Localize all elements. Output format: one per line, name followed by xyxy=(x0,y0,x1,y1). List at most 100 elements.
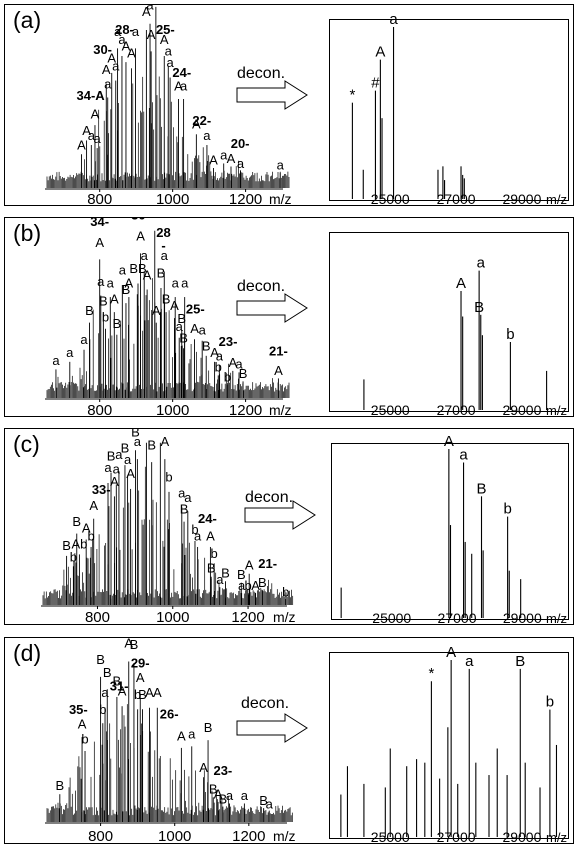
x-tick-label: 25000 xyxy=(371,829,410,845)
peak-label: b xyxy=(211,546,218,561)
x-unit-label: m/z xyxy=(546,830,567,845)
charge-state-label: 23- xyxy=(219,334,238,349)
decon-label: decon. xyxy=(237,65,286,82)
peak-label: a xyxy=(181,275,189,290)
peak-label: A xyxy=(143,267,152,282)
peak-label: a xyxy=(104,77,112,92)
peak-label: B xyxy=(202,339,211,354)
panel-a-chart: 800 1000 1200 m/z34-AAAAaa30-AaAa28-aaAAaAA… xyxy=(45,5,567,207)
peak-label: B xyxy=(239,366,248,381)
peak-label: a xyxy=(220,148,228,163)
peak-label: A xyxy=(147,27,156,42)
panel-label: (b) xyxy=(13,220,42,246)
peak-label: A xyxy=(82,521,91,536)
peak-label: a xyxy=(226,788,234,803)
peak-label: a xyxy=(141,248,149,263)
peak-label: a xyxy=(94,131,102,146)
peak-label: B xyxy=(103,665,112,680)
peak-label: B xyxy=(55,778,64,793)
peak-label: B xyxy=(113,316,122,331)
peak-label: B xyxy=(162,292,171,307)
deconvolved-peak-label: A xyxy=(456,275,466,292)
deconvolution-arrow xyxy=(236,713,308,743)
panel-label: (c) xyxy=(13,431,40,457)
peak-label: B xyxy=(157,266,166,281)
x-tick-label: 29000 xyxy=(502,191,541,207)
peak-label: A xyxy=(110,474,119,489)
decon-label: decon. xyxy=(237,278,286,295)
panel-label: (d) xyxy=(13,640,42,666)
peak-label: A xyxy=(102,62,111,77)
peak-label: B xyxy=(130,638,139,652)
peak-label: B xyxy=(122,282,131,297)
peak-label: A xyxy=(160,32,169,47)
peak-label: a xyxy=(118,32,126,47)
x-tick-label: 27000 xyxy=(437,402,476,418)
spectrum-trace xyxy=(46,76,290,188)
peak-label: A xyxy=(110,292,119,307)
x-tick-label: 800 xyxy=(87,191,112,207)
peak-label: B xyxy=(180,501,189,516)
panel-c-chart: 80010001200m/zBbAbBAbA33-aBaAaBaABa29-AB… xyxy=(41,429,567,626)
peak-label: B xyxy=(204,720,213,735)
peak-label: A xyxy=(210,345,219,360)
deconvolved-peak-label: a xyxy=(477,255,486,272)
x-tick-label: 1000 xyxy=(156,191,189,207)
peak-label: B xyxy=(113,674,122,689)
peak-label: A xyxy=(142,429,151,432)
peak-label: A xyxy=(245,557,254,572)
peak-label: A xyxy=(152,303,161,318)
peak-label: A xyxy=(251,578,260,593)
peak-label: A xyxy=(142,5,151,19)
peak-label: a xyxy=(238,578,246,593)
deconvolved-peak-label: b xyxy=(506,326,514,343)
peak-label: a xyxy=(241,788,249,803)
peak-label: A xyxy=(78,717,87,732)
charge-state-label: 21- xyxy=(269,344,288,359)
peak-label: a xyxy=(52,353,60,368)
peak-label: a xyxy=(134,434,142,449)
peak-label: b xyxy=(134,687,141,702)
charge-state-label: 34- xyxy=(90,218,109,229)
peak-label: a xyxy=(166,55,174,70)
deconvolved-peak-label: b xyxy=(546,694,554,711)
deconvolved-peak-label: A xyxy=(444,433,454,450)
deconvolved-peak-label: B xyxy=(476,480,486,497)
peak-label: a xyxy=(172,275,180,290)
peak-label: B xyxy=(219,791,228,806)
charge-state-label: 33- xyxy=(92,482,111,497)
deconvolved-peak-label: B xyxy=(474,299,484,316)
peak-label: a xyxy=(176,319,184,334)
peak-label: b xyxy=(70,549,77,564)
charge-state-label: 26- xyxy=(160,707,179,722)
peak-label: A xyxy=(174,78,183,93)
peak-label: B xyxy=(138,687,147,702)
peak-label: B xyxy=(258,575,267,590)
charge-state-label: 24- xyxy=(172,65,191,80)
deconvolved-plot-frame xyxy=(329,232,569,412)
peak-label: A xyxy=(228,355,237,370)
peak-label: a xyxy=(178,485,186,500)
peak-label: B xyxy=(179,331,188,346)
peak-label: b xyxy=(282,585,289,600)
x-tick-label: 27000 xyxy=(437,829,476,845)
x-tick-label: 25000 xyxy=(372,610,411,626)
charge-state-label: 25- xyxy=(156,22,175,37)
peak-label: b xyxy=(81,732,88,747)
peak-label: B xyxy=(107,449,116,464)
peak-label: a xyxy=(113,461,121,476)
x-tick-label: 29000 xyxy=(502,402,541,418)
peak-label: a xyxy=(80,332,88,347)
charge-state-label: 31- xyxy=(110,679,129,694)
peak-label: A xyxy=(136,228,145,243)
x-tick-label: 1200 xyxy=(231,609,264,626)
deconvolved-peak-label: B xyxy=(515,653,525,670)
peak-label: a xyxy=(277,158,285,173)
peak-label: B xyxy=(207,561,216,576)
x-unit-label: m/z xyxy=(269,191,292,207)
peak-label: B xyxy=(259,793,268,808)
peak-label: b xyxy=(165,469,172,484)
peak-label: B xyxy=(131,429,140,440)
x-unit-label: m/z xyxy=(546,403,567,418)
